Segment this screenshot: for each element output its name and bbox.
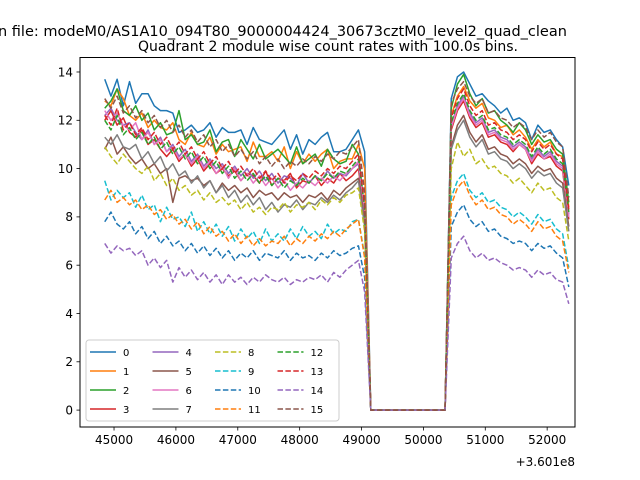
y-tick-label: 12 [58, 114, 73, 128]
y-tick-label: 0 [65, 403, 73, 417]
y-axis: 0 2 4 6 8 10 12 14 [58, 65, 80, 417]
series-line-15 [104, 80, 570, 411]
legend-label-9: 9 [248, 367, 254, 378]
legend-label-13: 13 [311, 367, 324, 378]
series-line-12 [104, 92, 570, 411]
legend-label-7: 7 [186, 405, 192, 416]
y-tick-label: 10 [58, 162, 73, 176]
x-tick-label: 47000 [219, 433, 257, 447]
legend-box [85, 339, 340, 422]
chart-title: Quadrant 2 module wise count rates with … [138, 39, 518, 55]
series-line-5 [104, 114, 570, 411]
y-tick-label: 4 [65, 307, 73, 321]
x-tick-label: 45000 [95, 433, 133, 447]
series-line-1 [104, 85, 570, 411]
legend-label-14: 14 [311, 386, 324, 397]
legend-label-12: 12 [311, 348, 324, 359]
y-tick-label: 14 [58, 65, 73, 79]
legend-label-15: 15 [311, 405, 324, 416]
legend-label-5: 5 [186, 367, 192, 378]
legend-label-4: 4 [186, 348, 192, 359]
legend-label-8: 8 [248, 348, 254, 359]
x-tick-label: 48000 [281, 433, 319, 447]
series-line-4 [104, 95, 570, 411]
x-axis: 45000 46000 47000 48000 49000 50000 51000 52000 [95, 427, 566, 447]
y-tick-label: 2 [65, 355, 73, 369]
y-tick-label: 8 [65, 210, 73, 224]
x-tick-label: 49000 [342, 433, 380, 447]
legend-label-1: 1 [123, 367, 129, 378]
legend-label-0: 0 [123, 348, 129, 359]
x-tick-label: 51000 [466, 433, 504, 447]
y-tick-label: 6 [65, 258, 73, 272]
series-line-8 [104, 141, 570, 411]
series-line-14 [104, 235, 570, 411]
axes-frame [79, 57, 576, 428]
legend-label-2: 2 [123, 386, 129, 397]
series-line-7 [104, 119, 570, 411]
x-tick-label: 52000 [528, 433, 566, 447]
legend-label-11: 11 [248, 405, 261, 416]
figure-suptitle: n file: modeM0/AS1A10_094T80_9000004424_… [0, 24, 567, 40]
legend-label-6: 6 [186, 386, 192, 397]
x-tick-label: 50000 [404, 433, 442, 447]
plot-area [104, 71, 570, 411]
series-line-10 [104, 204, 570, 411]
x-axis-offset-label: +3.601e8 [516, 455, 575, 469]
series-line-6 [104, 97, 570, 411]
series-line-11 [104, 179, 570, 411]
series-line-13 [104, 88, 570, 411]
legend-label-3: 3 [123, 405, 129, 416]
legend-label-10: 10 [248, 386, 261, 397]
x-tick-label: 46000 [157, 433, 195, 447]
